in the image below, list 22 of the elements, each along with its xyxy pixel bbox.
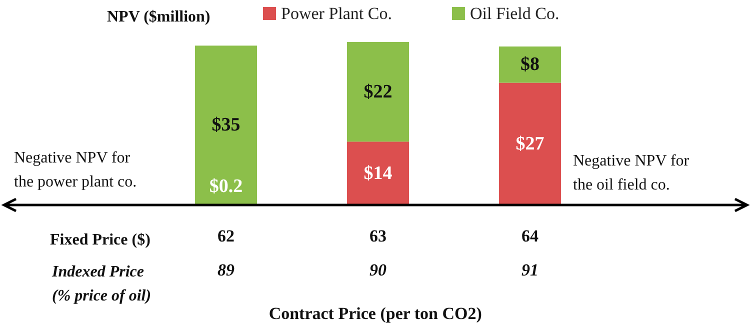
x-tick-label: 64 91	[522, 226, 539, 280]
text: Indexed Price (% price of oil)	[51, 264, 152, 304]
annotation: Negative NPV for the oil field co.	[573, 152, 690, 194]
bar	[195, 46, 257, 204]
bar	[499, 46, 561, 83]
data-label: $0.2	[209, 176, 243, 197]
data-label: $35	[212, 114, 240, 136]
data-label: $27	[516, 133, 545, 154]
text: Negative NPV for the power plant co.	[14, 150, 137, 190]
y-axis-title: NPV ($million)	[107, 8, 210, 26]
text: Fixed Price ($)	[50, 232, 150, 248]
x-tick-label: 63 90	[370, 226, 387, 280]
data-label: $8	[520, 54, 540, 76]
bar	[347, 42, 409, 142]
data-label: $14	[364, 162, 393, 184]
x-tick-label: 62 89	[218, 226, 235, 280]
data-label: $22	[364, 81, 392, 102]
legend-label: Oil Field Co.	[470, 4, 560, 23]
legend-label: Power Plant Co.	[281, 4, 392, 23]
bar	[347, 142, 409, 205]
x-axis-title: Contract Price (per ton CO2)	[268, 304, 482, 323]
bar	[499, 82, 561, 205]
